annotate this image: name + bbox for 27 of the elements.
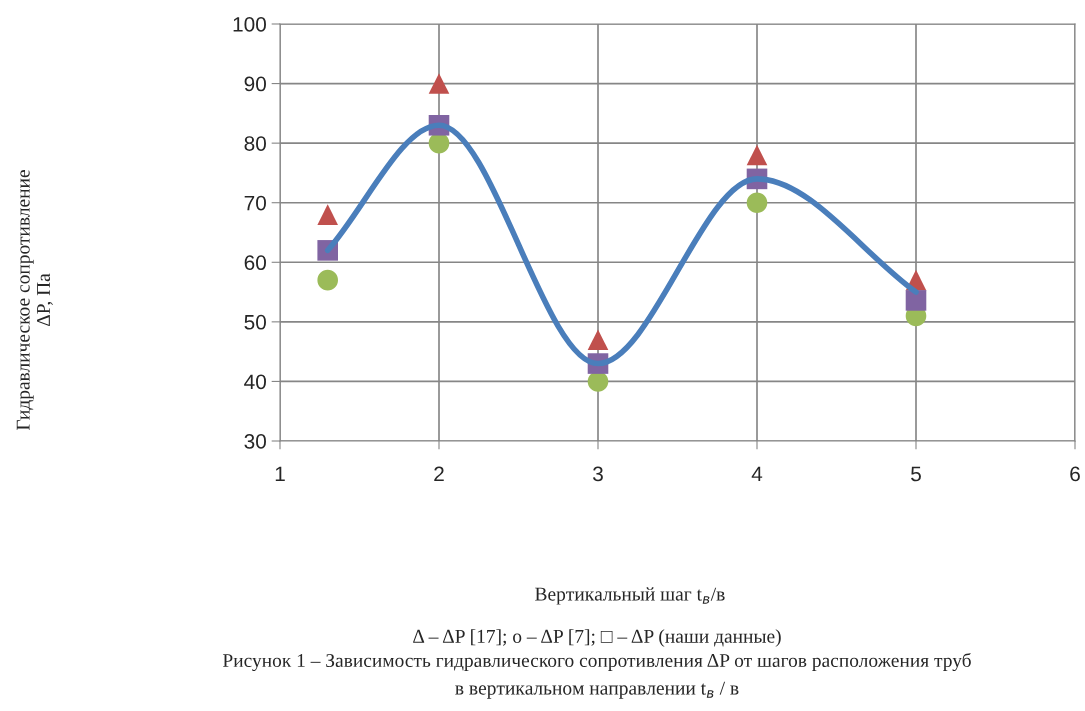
y-tick-label: 80	[244, 136, 266, 151]
y-tick-label: 40	[244, 374, 266, 390]
text: в вертикальном направлении t$_{в}$ / в	[455, 681, 739, 699]
x-tick-label: 6	[1070, 466, 1080, 482]
point	[587, 371, 609, 392]
y-tick-label: 70	[244, 195, 266, 211]
point	[587, 329, 609, 351]
x-tick-label: 3	[593, 466, 603, 482]
y-tick-label: 30	[244, 434, 266, 449]
y-tick-label: 100	[233, 17, 266, 32]
point	[317, 204, 338, 225]
y-tick-label: 50	[244, 314, 266, 330]
text: Вертикальный шаг t$_{в}$/в	[535, 587, 725, 605]
text: Δ – ΔP [17]; o – ΔP [7]; □ – ΔP (наши данные)	[413, 629, 781, 647]
x-tick-label: 4	[751, 466, 763, 482]
point	[746, 192, 768, 214]
text: Гидравлическое сопротивление ΔP, Па	[16, 170, 53, 431]
x-tick-label: 1	[275, 466, 285, 482]
text: Рисунок 1 – Зависимость гидравлического сопротивления ΔP от шагов расположения труб	[222, 652, 971, 672]
point	[317, 269, 338, 291]
x-tick-label: 2	[434, 466, 444, 482]
point	[746, 144, 768, 166]
x-tick-label: 5	[911, 466, 921, 482]
y-tick-label: 60	[244, 255, 266, 271]
point	[905, 290, 927, 311]
y-tick-label: 90	[244, 76, 266, 92]
point	[428, 73, 450, 94]
